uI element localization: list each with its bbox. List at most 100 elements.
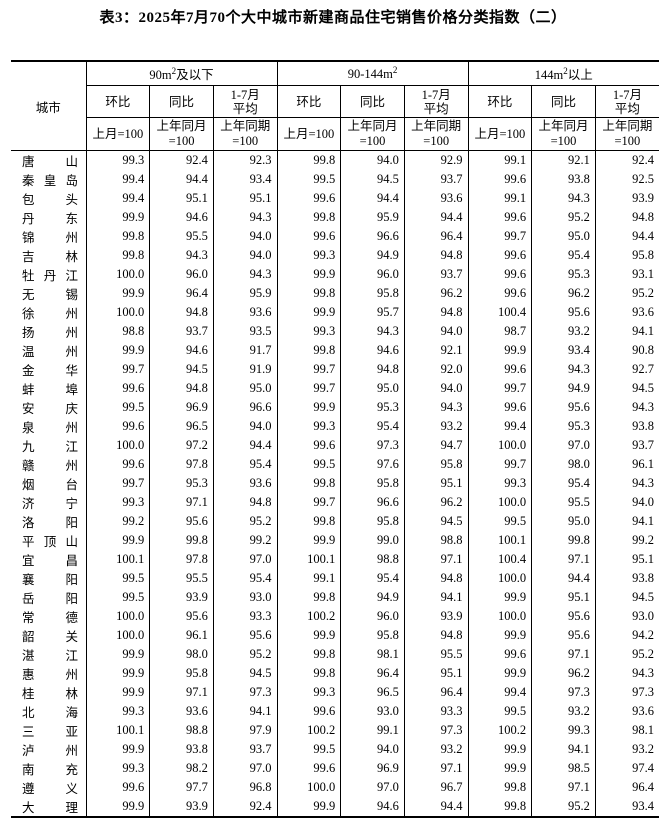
index-value: 95.3 [531,417,596,436]
index-value: 100.0 [467,607,532,626]
index-value: 97.1 [149,683,214,702]
index-value: 99.2 [594,531,659,550]
index-value: 100.1 [276,550,341,569]
index-value: 93.0 [212,588,278,607]
index-value: 95.2 [212,645,278,664]
city-cell: 烟台 [11,474,86,493]
index-value: 93.2 [594,740,659,759]
index-value: 99.3 [467,474,532,493]
index-value: 94.0 [212,246,278,265]
index-value: 99.6 [276,759,341,778]
index-value: 99.3 [531,721,596,740]
index-value: 95.6 [149,607,214,626]
index-value: 97.3 [403,721,469,740]
city-cell: 三亚 [11,721,86,740]
index-value: 94.1 [531,740,596,759]
base-line1: 上月=100 [92,126,144,141]
index-value: 99.6 [467,360,532,379]
index-value: 93.6 [212,303,278,322]
index-value: 94.4 [149,170,214,189]
city-name: 韶关 [22,630,78,644]
index-value: 99.2 [85,512,150,531]
index-value: 99.4 [467,683,532,702]
index-value: 93.9 [403,607,469,626]
index-value: 95.5 [149,227,214,246]
index-value: 93.3 [403,702,469,721]
base-header: 上年同月 =100 [340,117,405,151]
city-name: 牡丹江 [22,269,78,283]
index-value: 99.6 [467,265,532,284]
sub-header: 1-7月 平均 [212,85,278,118]
index-value: 94.6 [340,341,405,360]
table-row: 蚌埠 99.6 94.8 95.0 99.7 95.0 94.0 99.7 94.9 94.5 [11,379,659,398]
index-value: 94.3 [212,208,278,227]
index-value: 95.0 [212,379,278,398]
index-value: 99.6 [85,455,150,474]
city-cell: 宜昌 [11,550,86,569]
table-row: 南充 99.3 98.2 97.0 99.6 96.9 97.1 99.9 98.5 97.4 [11,759,659,778]
table-row: 湛江 99.9 98.0 95.2 99.8 98.1 95.5 99.6 97.1 95.2 [11,645,659,664]
table-row: 襄阳 99.5 95.5 95.4 99.1 95.4 94.8 100.0 94.4 93.8 [11,569,659,588]
index-value: 95.9 [340,208,405,227]
index-value: 95.3 [149,474,214,493]
index-value: 94.6 [149,341,214,360]
city-name: 三亚 [22,725,78,739]
index-value: 94.0 [340,150,405,170]
index-value: 98.5 [531,759,596,778]
index-value: 96.9 [149,398,214,417]
index-value: 96.2 [403,284,469,303]
sub-header-line1: 环比 [105,94,131,109]
index-value: 99.8 [276,150,341,170]
group-header: 90m2及以下 [85,60,278,86]
index-value: 95.5 [531,493,596,512]
index-value: 94.0 [212,227,278,246]
index-value: 99.6 [467,170,532,189]
group-label-suffix: 及以下 [176,68,214,82]
index-value: 94.9 [340,246,405,265]
index-value: 91.9 [212,360,278,379]
index-value: 97.9 [212,721,278,740]
index-value: 100.0 [85,626,150,645]
index-value: 97.0 [340,778,405,797]
index-value: 99.9 [85,531,150,550]
index-value: 99.8 [531,531,596,550]
base-header: 上年同期 =100 [594,117,659,151]
index-value: 99.3 [276,246,341,265]
index-value: 99.9 [276,626,341,645]
group-header: 90-144m2 [276,60,469,86]
city-name: 洛阳 [22,516,78,530]
index-value: 94.8 [212,493,278,512]
city-cell: 徐州 [11,303,86,322]
index-value: 95.6 [531,398,596,417]
index-value: 99.6 [276,702,341,721]
city-name: 包头 [22,193,78,207]
index-value: 99.5 [276,455,341,474]
index-value: 94.3 [403,398,469,417]
city-cell: 惠州 [11,664,86,683]
index-value: 93.7 [403,265,469,284]
base-header: 上月=100 [467,117,532,151]
index-value: 99.1 [276,569,341,588]
city-cell: 包头 [11,189,86,208]
group-label-sup: 2 [392,64,398,75]
index-value: 92.5 [594,170,659,189]
index-value: 99.9 [276,303,341,322]
index-value: 96.5 [340,683,405,702]
index-value: 94.8 [403,303,469,322]
base-line1: 上年同期 [602,119,653,133]
table-row: 锦州 99.8 95.5 94.0 99.6 96.6 96.4 99.7 95.0 94.4 [11,227,659,246]
city-cell: 遵义 [11,778,86,797]
index-value: 92.4 [594,150,659,170]
index-value: 94.7 [403,436,469,455]
index-value: 99.9 [85,341,150,360]
sub-header: 环比 [276,85,341,118]
index-value: 95.4 [340,569,405,588]
index-value: 95.5 [149,569,214,588]
index-value: 99.8 [276,208,341,227]
index-value: 93.8 [594,569,659,588]
table-row: 韶关 100.0 96.1 95.6 99.9 95.8 94.8 99.9 95.6 94.2 [11,626,659,645]
table-row: 遵义 99.6 97.7 96.8 100.0 97.0 96.7 99.8 97.1 96.4 [11,778,659,797]
index-value: 99.4 [85,189,150,208]
index-value: 99.9 [276,531,341,550]
index-value: 99.5 [276,170,341,189]
